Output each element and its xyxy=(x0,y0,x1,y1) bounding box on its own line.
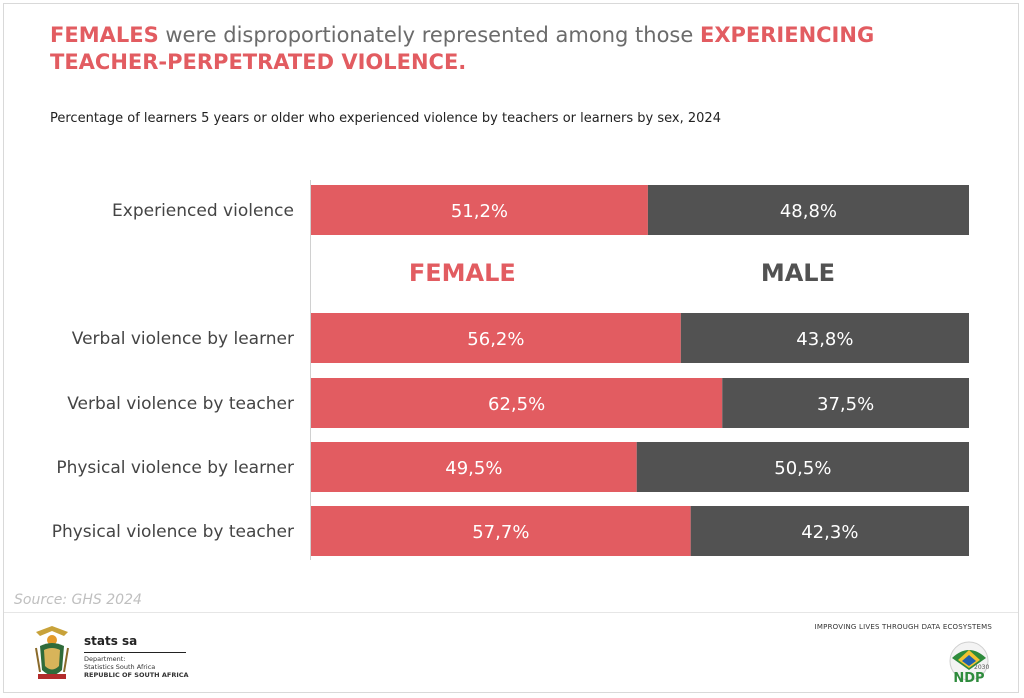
category-label: Physical violence by teacher xyxy=(52,522,294,542)
coat-of-arms-icon xyxy=(35,626,69,679)
headline: FEMALES were disproportionately represen… xyxy=(50,22,970,76)
bar-male xyxy=(647,185,969,235)
series-label-male: MALE xyxy=(761,259,835,287)
department-block: Department: Statistics South Africa REPU… xyxy=(84,655,189,679)
bar-female xyxy=(311,442,637,492)
stacked-bar-chart: Experienced violence 51,2% 48,8% Verbal vio… xyxy=(52,180,969,560)
chart-title: Percentage of learners 5 years or older … xyxy=(50,111,721,126)
source-note: Source: GHS 2024 xyxy=(14,592,142,608)
bar-female xyxy=(311,313,681,363)
headline-emphasis-1: FEMALES xyxy=(50,23,159,47)
headline-emphasis-2: EXPERIENCING TEACHER-PERPETRATED VIOLENC… xyxy=(50,23,875,74)
data-label-female: 51,2% xyxy=(451,201,508,222)
dept-line-3: REPUBLIC OF SOUTH AFRICA xyxy=(84,671,189,679)
category-label: Physical violence by learner xyxy=(56,458,294,478)
ndp-year: 2030 xyxy=(974,664,989,671)
tagline: IMPROVING LIVES THROUGH DATA ECOSYSTEMS xyxy=(814,623,992,631)
category-label: Verbal violence by teacher xyxy=(67,394,294,414)
data-label-female: 57,7% xyxy=(472,522,529,543)
org-divider xyxy=(84,652,186,653)
data-label-female: 56,2% xyxy=(467,329,524,350)
data-label-male: 42,3% xyxy=(801,522,858,543)
bar-male xyxy=(680,313,969,363)
category-label: Verbal violence by learner xyxy=(72,329,294,349)
bar-male xyxy=(690,506,969,556)
ndp-text: NDP xyxy=(953,671,984,686)
ndp-logo-icon: 2030 NDP xyxy=(949,641,989,686)
bar-male xyxy=(636,442,969,492)
bar-female xyxy=(311,185,648,235)
org-name: stats sa xyxy=(84,634,138,648)
data-label-male: 50,5% xyxy=(774,458,831,479)
category-label: Experienced violence xyxy=(112,201,294,221)
headline-middle: were disproportionately represented amon… xyxy=(158,23,700,47)
footer-divider xyxy=(4,612,1018,613)
data-label-male: 48,8% xyxy=(780,201,837,222)
slide-frame xyxy=(3,3,1019,693)
bar-female xyxy=(311,506,691,556)
dept-line-2: Statistics South Africa xyxy=(84,663,156,671)
bar-male xyxy=(722,378,969,428)
data-label-female: 49,5% xyxy=(445,458,502,479)
series-label-female: FEMALE xyxy=(409,259,516,287)
dept-line-1: Department: xyxy=(84,655,126,663)
data-label-male: 43,8% xyxy=(796,329,853,350)
data-label-female: 62,5% xyxy=(488,394,545,415)
data-label-male: 37,5% xyxy=(817,394,874,415)
bar-female xyxy=(311,378,723,428)
